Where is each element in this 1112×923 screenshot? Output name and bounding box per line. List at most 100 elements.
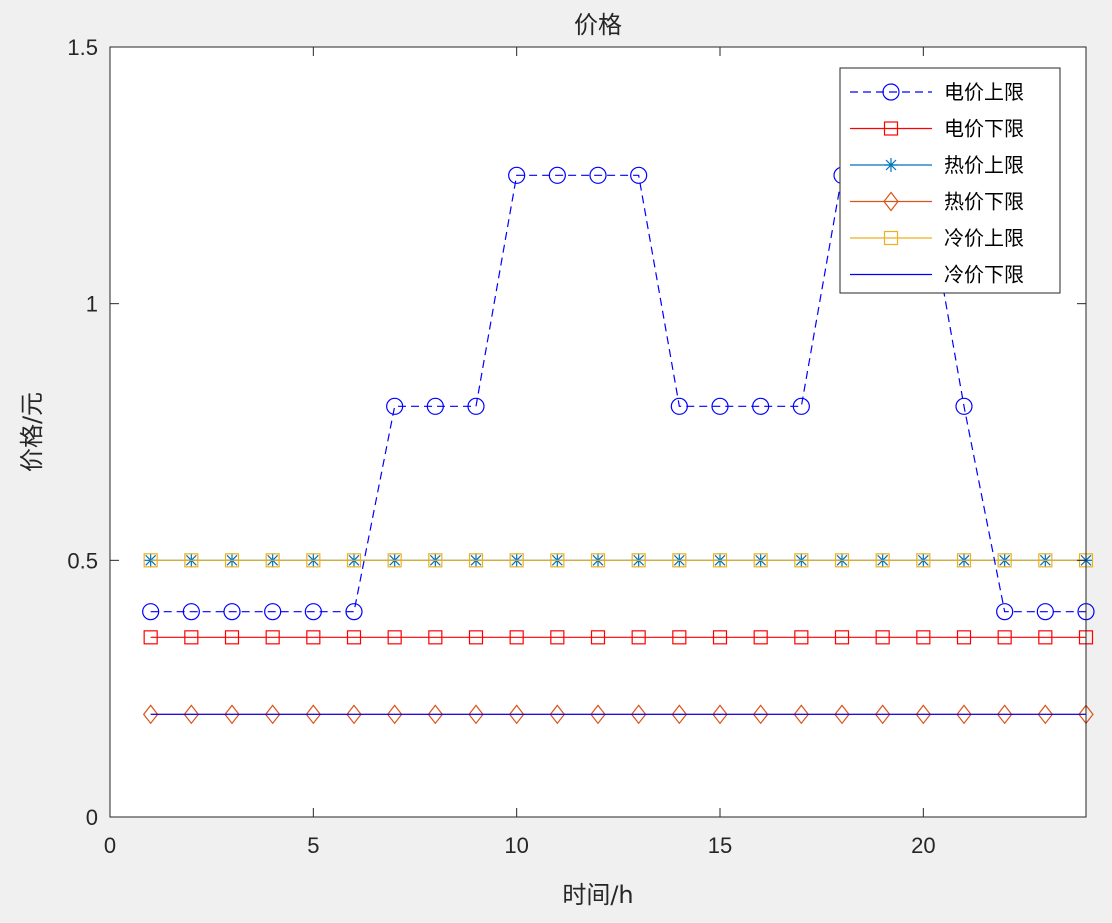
data-point	[996, 704, 1013, 725]
data-point	[346, 553, 362, 568]
data-point	[467, 397, 485, 415]
data-point	[752, 704, 769, 725]
data-point	[428, 553, 443, 568]
data-point	[142, 704, 159, 725]
series-1	[143, 630, 1094, 645]
data-point	[916, 630, 931, 645]
y-tick-label: 0	[86, 805, 98, 830]
data-point	[670, 397, 688, 415]
data-point	[224, 553, 240, 568]
data-point	[143, 553, 158, 568]
data-point	[996, 603, 1014, 621]
data-point	[997, 630, 1012, 645]
data-point	[671, 704, 688, 725]
data-point	[712, 630, 728, 645]
data-point	[306, 630, 321, 645]
ticks-layer: 0 5 10 15 20 0 0.5 1 1.5	[67, 35, 1086, 858]
data-point	[387, 630, 402, 645]
data-point	[428, 630, 443, 645]
legend-item: 冷价下限	[850, 263, 1024, 287]
data-point	[631, 630, 646, 645]
data-point	[672, 630, 687, 645]
data-point	[305, 704, 322, 725]
data-point	[468, 630, 484, 645]
data-point	[590, 553, 606, 568]
data-point	[142, 603, 160, 621]
data-point	[223, 603, 241, 621]
data-point	[509, 553, 524, 568]
legend-label: 热价上限	[944, 153, 1024, 177]
data-point	[955, 397, 973, 415]
legend-label: 冷价下限	[944, 263, 1024, 287]
legend-marker	[883, 230, 899, 246]
data-point	[792, 397, 810, 415]
data-point	[509, 630, 524, 645]
data-point	[794, 630, 809, 645]
data-point	[143, 630, 158, 645]
legend-item: 冷价上限	[850, 226, 1024, 250]
data-point	[224, 630, 240, 645]
data-point	[548, 166, 566, 184]
data-point	[468, 704, 484, 725]
x-tick-label: 0	[104, 833, 116, 858]
legend-marker	[882, 83, 900, 101]
data-point	[426, 397, 444, 415]
legend-label: 电价下限	[944, 117, 1024, 141]
data-point	[265, 553, 280, 568]
data-point	[997, 553, 1012, 568]
data-point	[184, 630, 199, 645]
data-point	[711, 397, 729, 415]
data-point	[630, 704, 647, 725]
data-point	[427, 704, 444, 725]
data-point	[834, 553, 850, 568]
legend-label: 热价下限	[944, 190, 1024, 214]
data-point	[386, 704, 403, 725]
data-point	[875, 553, 890, 568]
data-point	[1037, 704, 1054, 725]
data-point	[264, 704, 281, 725]
data-point	[794, 553, 809, 568]
data-point	[346, 630, 362, 645]
data-point	[712, 704, 728, 725]
legend-item: 热价上限	[850, 153, 1024, 177]
legend-item: 电价下限	[850, 117, 1024, 141]
legend-label: 电价上限	[944, 80, 1024, 104]
y-axis-title: 价格/元	[18, 392, 46, 472]
data-point	[224, 704, 240, 725]
data-point	[956, 704, 972, 725]
data-point	[753, 553, 768, 568]
series-4	[143, 553, 1094, 568]
data-point	[631, 553, 646, 568]
x-tick-label: 15	[708, 833, 732, 858]
legend-marker	[884, 158, 898, 172]
data-point	[590, 630, 606, 645]
chart-title: 价格	[574, 11, 622, 39]
legend-label: 冷价上限	[944, 226, 1024, 250]
x-tick-label: 5	[307, 833, 319, 858]
data-point	[387, 553, 402, 568]
legend-item: 电价上限	[850, 80, 1024, 104]
data-point	[1038, 553, 1053, 568]
data-point	[672, 553, 687, 568]
data-point	[793, 704, 810, 725]
data-point	[550, 553, 565, 568]
data-point	[306, 553, 321, 568]
legend-box	[839, 67, 1061, 294]
data-point	[1036, 603, 1054, 621]
data-point	[834, 704, 850, 725]
data-point	[264, 603, 282, 621]
data-point	[589, 166, 607, 184]
data-point	[386, 397, 404, 415]
y-tick-label: 1.5	[67, 35, 98, 60]
data-point	[712, 553, 728, 568]
data-point	[468, 553, 484, 568]
data-point	[184, 553, 199, 568]
legend-item: 热价下限	[850, 190, 1024, 214]
data-point	[346, 704, 362, 725]
x-tick-label: 20	[911, 833, 935, 858]
data-point	[874, 704, 891, 725]
data-point	[345, 603, 363, 621]
data-point	[304, 603, 322, 621]
